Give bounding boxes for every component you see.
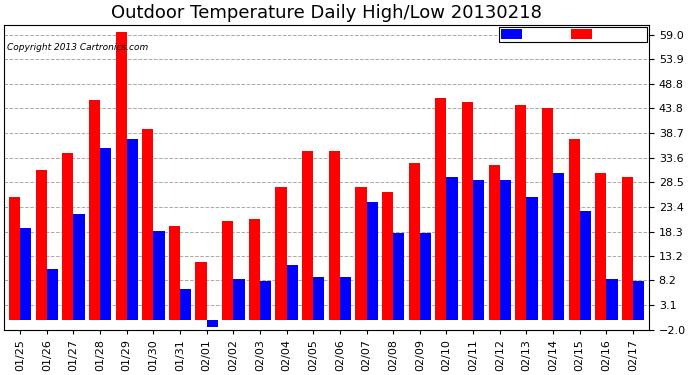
- Bar: [195, 262, 207, 320]
- Bar: [366, 202, 377, 320]
- Bar: [20, 228, 31, 320]
- Bar: [569, 139, 580, 320]
- Bar: [622, 177, 633, 320]
- Bar: [328, 151, 340, 320]
- Bar: [408, 163, 420, 320]
- Bar: [500, 180, 511, 320]
- Legend: Low  (°F), High  (°F): Low (°F), High (°F): [499, 27, 647, 42]
- Text: Copyright 2013 Cartronics.com: Copyright 2013 Cartronics.com: [8, 44, 148, 52]
- Bar: [115, 32, 127, 320]
- Bar: [355, 187, 366, 320]
- Bar: [607, 279, 618, 320]
- Bar: [340, 277, 351, 320]
- Bar: [542, 108, 553, 320]
- Bar: [313, 277, 324, 320]
- Bar: [127, 139, 138, 320]
- Bar: [9, 197, 20, 320]
- Bar: [580, 211, 591, 320]
- Bar: [446, 177, 457, 320]
- Bar: [249, 219, 260, 320]
- Bar: [526, 197, 538, 320]
- Bar: [142, 129, 153, 320]
- Bar: [89, 100, 100, 320]
- Bar: [233, 279, 244, 320]
- Bar: [420, 233, 431, 320]
- Bar: [100, 148, 111, 320]
- Bar: [180, 289, 191, 320]
- Bar: [207, 320, 218, 327]
- Bar: [515, 105, 526, 320]
- Bar: [286, 264, 298, 320]
- Title: Outdoor Temperature Daily High/Low 20130218: Outdoor Temperature Daily High/Low 20130…: [111, 4, 542, 22]
- Bar: [73, 214, 85, 320]
- Bar: [633, 282, 644, 320]
- Bar: [435, 98, 446, 320]
- Bar: [393, 233, 404, 320]
- Bar: [489, 165, 500, 320]
- Bar: [462, 102, 473, 320]
- Bar: [595, 172, 607, 320]
- Bar: [62, 153, 73, 320]
- Bar: [382, 192, 393, 320]
- Bar: [260, 282, 271, 320]
- Bar: [473, 180, 484, 320]
- Bar: [47, 269, 58, 320]
- Bar: [169, 226, 180, 320]
- Bar: [302, 151, 313, 320]
- Bar: [275, 187, 286, 320]
- Bar: [222, 221, 233, 320]
- Bar: [553, 172, 564, 320]
- Bar: [153, 231, 165, 320]
- Bar: [36, 170, 47, 320]
